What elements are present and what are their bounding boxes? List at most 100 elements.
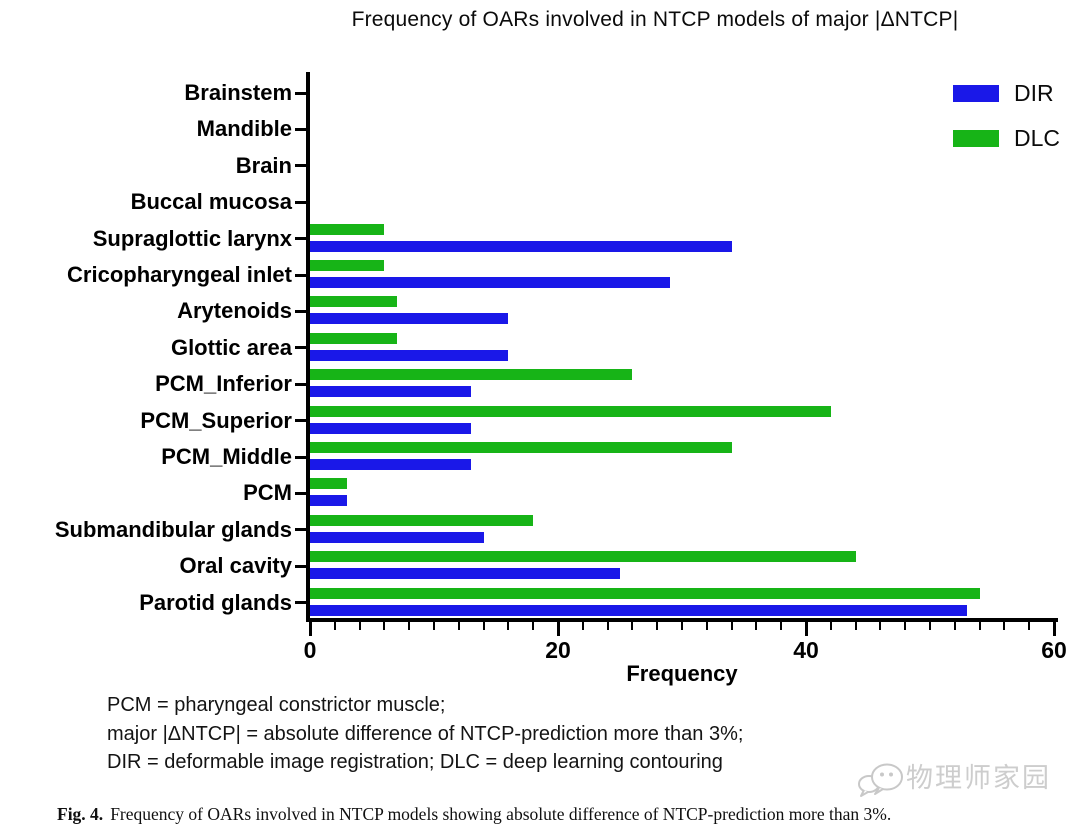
- y-axis-tick: [295, 346, 306, 350]
- legend-label: DIR: [1014, 79, 1054, 106]
- legend-label: DLC: [1014, 124, 1061, 151]
- y-axis-tick: [295, 455, 306, 459]
- y-axis-tick: [295, 309, 306, 313]
- dlc-bar: [310, 587, 980, 599]
- y-axis-tick: [295, 164, 306, 168]
- category-label: Submandibular glands: [54, 516, 292, 542]
- x-axis-minor-tick: [532, 622, 535, 630]
- x-axis-minor-tick: [383, 622, 386, 630]
- x-axis-minor-tick: [904, 622, 907, 630]
- x-axis-minor-tick: [433, 622, 435, 630]
- category-label: Parotid glands: [139, 589, 292, 615]
- category-label: PCM: [243, 480, 292, 506]
- watermark-text: 物理师家园: [906, 763, 1051, 793]
- x-tick-label: 0: [303, 637, 317, 663]
- dlc-bar: [310, 514, 534, 526]
- dir-bar: [310, 422, 472, 434]
- x-axis-minor-tick: [408, 622, 411, 630]
- x-axis-minor-tick: [854, 622, 857, 630]
- x-axis-minor-tick: [333, 622, 336, 630]
- chart-title: Frequency of OARs involved in NTCP model…: [351, 8, 959, 31]
- dir-bar: [310, 349, 509, 361]
- y-axis-tick: [295, 91, 306, 95]
- category-label: Arytenoids: [177, 298, 292, 324]
- dir-bar: [310, 531, 484, 543]
- footnote-line: major |ΔNTCP| = absolute difference of N…: [107, 722, 744, 745]
- x-axis-major-tick: [804, 622, 808, 636]
- category-label: PCM_Middle: [161, 444, 292, 469]
- footnote-line: DIR = deformable image registration; DLC…: [107, 751, 723, 773]
- y-axis-tick: [295, 491, 306, 495]
- x-axis-major-tick: [1052, 622, 1056, 636]
- x-axis-minor-tick: [1028, 622, 1031, 630]
- x-axis-minor-tick: [730, 622, 733, 630]
- dir-bar: [310, 240, 732, 252]
- figure-caption: Fig. 4. Frequency of OARs involved in NTC…: [57, 804, 1047, 825]
- dir-bar: [310, 604, 968, 616]
- x-axis-minor-tick: [978, 622, 981, 630]
- x-tick-label: 20: [545, 637, 571, 663]
- x-axis-minor-tick: [507, 622, 510, 630]
- x-axis-minor-tick: [681, 622, 683, 630]
- category-label: Oral cavity: [179, 553, 292, 579]
- y-axis-tick: [295, 601, 306, 605]
- y-axis-tick: [295, 200, 306, 204]
- dlc-bar: [310, 405, 831, 417]
- dir-bar: [310, 495, 348, 507]
- legend-swatch-dlc: [953, 129, 999, 147]
- category-label: Glottic area: [170, 334, 292, 360]
- y-axis-tick: [295, 237, 306, 241]
- y-axis-tick: [295, 273, 306, 277]
- dir-bar: [310, 568, 620, 580]
- y-axis-tick: [295, 419, 306, 423]
- x-axis-line: [306, 618, 1058, 622]
- x-axis-major-tick: [556, 622, 560, 636]
- x-axis-minor-tick: [879, 622, 882, 630]
- dlc-bar: [310, 551, 856, 563]
- x-axis-minor-tick: [606, 622, 609, 630]
- category-label: Brainstem: [184, 80, 292, 105]
- x-tick-label: 40: [793, 637, 819, 663]
- dlc-bar: [310, 260, 385, 271]
- category-label: Supraglottic larynx: [92, 225, 292, 251]
- y-axis-tick: [295, 382, 306, 386]
- dlc-bar: [310, 442, 732, 453]
- category-label: PCM_Inferior: [155, 371, 292, 397]
- dir-bar: [310, 459, 472, 470]
- x-axis-minor-tick: [780, 622, 783, 630]
- dlc-bar: [310, 332, 397, 344]
- legend-entry-dlc: DLC: [953, 125, 1060, 151]
- dlc-bar: [310, 369, 633, 381]
- x-tick-label: 60: [1041, 637, 1067, 663]
- x-axis-label: Frequency: [626, 661, 738, 686]
- x-axis-major-tick: [308, 622, 312, 636]
- x-axis-minor-tick: [482, 622, 485, 630]
- legend-entry-dir: DIR: [953, 80, 1060, 106]
- dir-bar: [310, 386, 472, 398]
- category-label: Brain: [235, 152, 292, 178]
- category-label: Buccal mucosa: [130, 189, 292, 215]
- x-axis-minor-tick: [457, 622, 460, 630]
- caption-text: Frequency of OARs involved in NTCP model…: [110, 804, 892, 824]
- footnotes: PCM = pharyngeal constrictor muscle; majo…: [107, 691, 743, 777]
- footnote-line: PCM = pharyngeal constrictor muscle;: [107, 694, 446, 716]
- x-axis-minor-tick: [755, 622, 758, 630]
- legend-swatch-dir: [953, 84, 999, 102]
- watermark: 物理师家园: [856, 758, 1051, 798]
- x-axis-minor-tick: [829, 622, 832, 630]
- y-axis-line: [306, 72, 310, 622]
- wechat-icon: [858, 763, 903, 797]
- category-label: PCM_Superior: [140, 407, 292, 433]
- dir-bar: [310, 277, 670, 288]
- x-axis-minor-tick: [581, 622, 584, 630]
- category-label: Cricopharyngeal inlet: [67, 262, 292, 287]
- x-axis-minor-tick: [358, 622, 361, 630]
- category-label: Mandible: [196, 116, 292, 142]
- dlc-bar: [310, 478, 348, 490]
- x-axis-minor-tick: [953, 622, 956, 630]
- x-axis-minor-tick: [705, 622, 708, 630]
- x-axis-minor-tick: [1003, 622, 1006, 630]
- x-axis-minor-tick: [631, 622, 634, 630]
- y-axis-tick: [295, 528, 306, 532]
